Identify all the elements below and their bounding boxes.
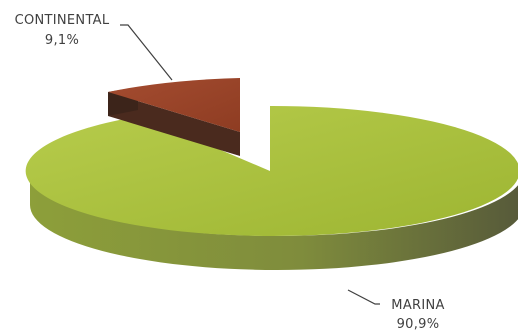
slice-marina-side (30, 171, 518, 270)
slice-continental (108, 78, 240, 132)
label-continental-percent: 9,1% (45, 33, 79, 48)
leader-line-continental (120, 24, 173, 81)
label-continental-name: CONTINENTAL (15, 13, 110, 28)
label-marina-percent: 90,9% (397, 317, 440, 332)
label-marina-name: MARINA (391, 298, 444, 313)
slice-continental-side (108, 92, 240, 156)
leader-line-marina (347, 289, 380, 305)
slice-marina (25, 105, 518, 236)
